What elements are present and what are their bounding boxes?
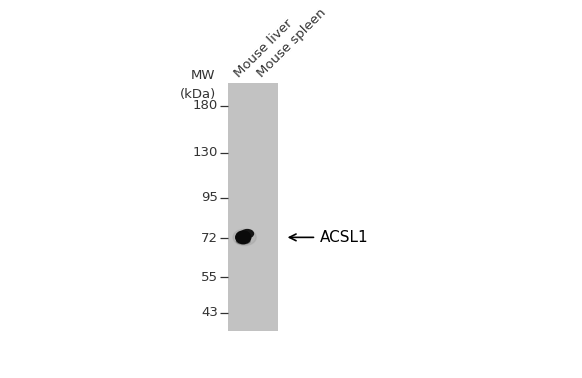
Text: (kDa): (kDa)	[179, 88, 216, 101]
Text: ACSL1: ACSL1	[320, 230, 368, 245]
Ellipse shape	[241, 229, 254, 238]
Ellipse shape	[236, 231, 251, 244]
Ellipse shape	[233, 229, 256, 246]
Text: 55: 55	[201, 271, 218, 284]
Ellipse shape	[236, 239, 250, 244]
Bar	[228, 83, 278, 331]
Text: 180: 180	[193, 99, 218, 112]
Text: Mouse spleen: Mouse spleen	[255, 6, 329, 80]
Text: 95: 95	[201, 192, 218, 204]
Text: 72: 72	[201, 232, 218, 245]
Text: 43: 43	[201, 306, 218, 319]
Text: Mouse liver: Mouse liver	[232, 17, 295, 80]
Text: 130: 130	[193, 146, 218, 159]
Text: MW: MW	[191, 69, 216, 82]
